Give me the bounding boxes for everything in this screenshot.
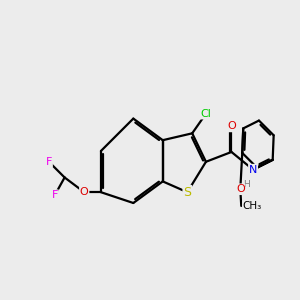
Text: O: O xyxy=(227,122,236,131)
Text: O: O xyxy=(80,187,88,197)
Text: Cl: Cl xyxy=(200,109,211,119)
Text: H: H xyxy=(243,180,250,189)
Text: S: S xyxy=(183,186,191,199)
Text: CH₃: CH₃ xyxy=(243,201,262,211)
Text: O: O xyxy=(236,184,245,194)
Text: F: F xyxy=(52,190,58,200)
Text: N: N xyxy=(249,165,257,175)
Text: F: F xyxy=(46,157,52,167)
